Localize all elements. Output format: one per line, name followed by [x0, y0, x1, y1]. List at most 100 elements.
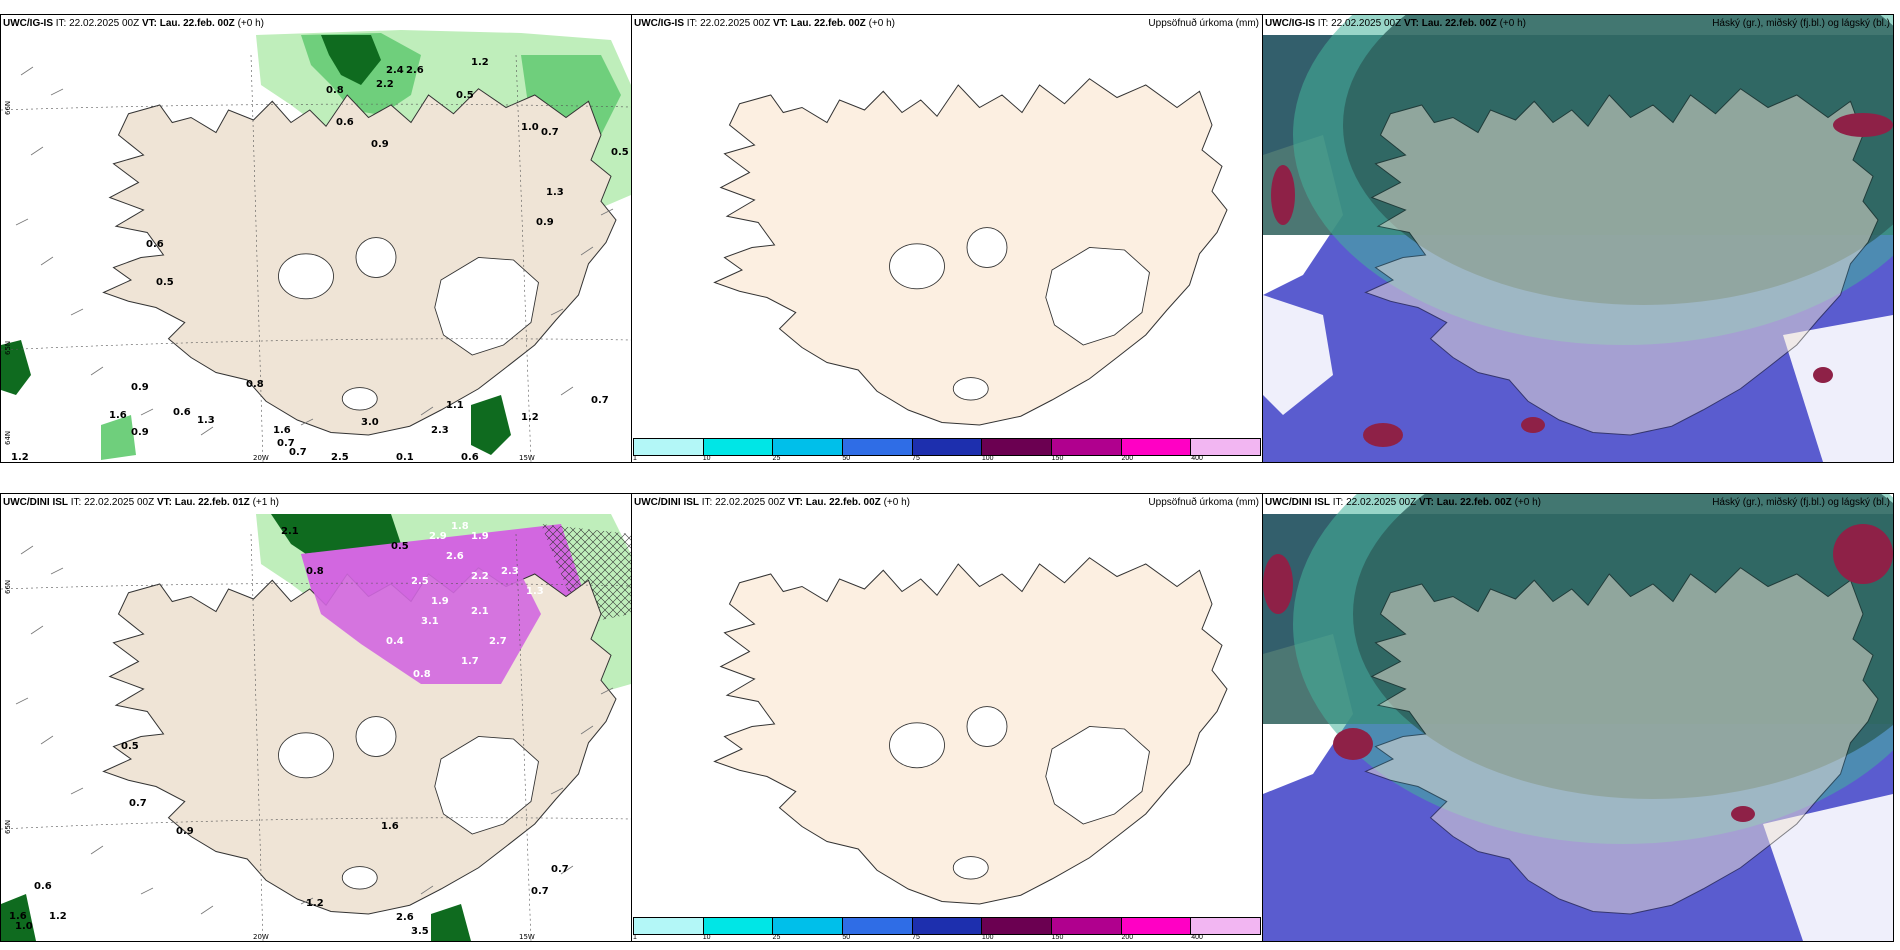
precip-value: 0.7: [551, 864, 569, 875]
issue-time: 22.02.2025 00Z: [715, 497, 786, 508]
precip-value: 0.5: [611, 147, 629, 158]
model-name: UWC/DINI ISL: [3, 497, 68, 508]
precip-wind-map[interactable]: 66N 65N 64N 20W 15W 2.4 2.6 2.2 0.8 0.6 …: [1, 15, 631, 462]
legend-tick: 50: [842, 934, 851, 941]
precip-value: 3.1: [421, 616, 439, 627]
panel-top-right-clouds: UWC/IG-IS IT: 22.02.2025 00Z VT: Lau. 22…: [1262, 14, 1894, 463]
legend-swatch: [772, 439, 843, 455]
precip-value: 1.3: [546, 187, 564, 198]
precip-value: 1.1: [446, 400, 464, 411]
legend-swatch: [842, 918, 912, 934]
legend-swatch: [1190, 439, 1261, 455]
legend-swatch: [911, 918, 982, 934]
lat-label: 64N: [4, 431, 12, 445]
precip-value: 1.2: [49, 911, 67, 922]
legend-swatch: [1051, 918, 1121, 934]
legend-tick: 1: [633, 934, 637, 941]
legend-swatch: [702, 918, 773, 934]
lat-label: 66N: [4, 580, 12, 594]
precip-value: 3.0: [361, 417, 379, 428]
legend-tick: 1: [633, 455, 637, 462]
panel-bottom-middle-accum-precip: UWC/DINI ISL IT: 22.02.2025 00Z VT: Lau.…: [631, 493, 1263, 942]
lat-label: 66N: [4, 101, 12, 115]
legend-tick: 75: [912, 934, 920, 941]
legend-tick: 25: [772, 934, 781, 941]
precip-value: 0.9: [536, 217, 554, 228]
accum-precip-map[interactable]: [632, 494, 1262, 914]
lat-label: 65N: [4, 820, 12, 834]
legend-swatch: [981, 439, 1052, 455]
precip-value: 0.5: [456, 90, 474, 101]
precip-value: 1.2: [11, 452, 29, 462]
precip-value: 2.9: [429, 531, 447, 542]
lead-time: (+0 h): [1514, 497, 1541, 508]
legend-tick: 100: [981, 455, 994, 462]
precip-value: 0.8: [306, 566, 324, 577]
legend-ticks: 1 10 25 50 75 100 150 200 400: [633, 455, 1261, 462]
panel-bottom-left-precip-wind: UWC/DINI ISL IT: 22.02.2025 00Z VT: Lau.…: [0, 493, 632, 942]
legend-ticks: 1 10 25 50 75 100 150 200 400: [633, 934, 1261, 941]
precip-value: 0.7: [541, 127, 559, 138]
precip-value: 1.6: [273, 425, 291, 436]
valid-time: Lau. 22.feb. 00Z: [805, 497, 881, 508]
precip-value: 2.5: [331, 452, 349, 462]
legend-swatch: [1051, 439, 1121, 455]
precip-value: 1.8: [451, 521, 469, 532]
legend-swatch: [911, 439, 982, 455]
precip-value: 1.3: [197, 415, 215, 426]
precip-value: 0.9: [371, 139, 389, 150]
precip-value: 2.1: [471, 606, 489, 617]
map-title: Uppsöfnuð úrkoma (mm): [1148, 18, 1259, 29]
issue-time: 22.02.2025 00Z: [700, 18, 771, 29]
legend-swatch: [634, 439, 703, 455]
legend-tick: 400: [1191, 455, 1203, 462]
legend-swatch: [634, 918, 703, 934]
lat-label: 65N: [4, 341, 12, 355]
issue-time: 22.02.2025 00Z: [84, 497, 155, 508]
legend-tick: 150: [1051, 455, 1064, 462]
legend-tick: 200: [1121, 455, 1134, 462]
lon-label: 15W: [519, 454, 535, 462]
precip-value: 1.6: [381, 821, 399, 832]
model-name: UWC/DINI ISL: [634, 497, 699, 508]
issue-time: 22.02.2025 00Z: [1331, 18, 1402, 29]
issue-time: 22.02.2025 00Z: [69, 18, 140, 29]
it-prefix: IT:: [1332, 497, 1344, 508]
precip-value: 0.5: [391, 541, 409, 552]
precip-value: 1.0: [15, 921, 33, 932]
lead-time: (+1 h): [252, 497, 279, 508]
precip-value: 0.8: [413, 669, 431, 680]
precip-value: 0.7: [129, 798, 147, 809]
issue-time: 22.02.2025 00Z: [1346, 497, 1417, 508]
precip-value: 0.9: [176, 826, 194, 837]
precip-value: 0.9: [131, 382, 149, 393]
map-title: Uppsöfnuð úrkoma (mm): [1148, 497, 1259, 508]
valid-time: Lau. 22.feb. 00Z: [159, 18, 235, 29]
precip-value: 2.6: [396, 912, 414, 923]
precip-value: 0.9: [131, 427, 149, 438]
precip-wind-map[interactable]: 66N 65N 20W 15W 2.1 1.8 2.9 1.9 2.6 2.2 …: [1, 494, 631, 941]
precip-value: 2.3: [501, 566, 519, 577]
valid-time: Lau. 22.feb. 01Z: [174, 497, 250, 508]
vt-prefix: VT:: [787, 497, 803, 508]
cloud-cover-map[interactable]: [1263, 15, 1893, 462]
precip-value: 1.2: [471, 57, 489, 68]
lon-label: 20W: [253, 933, 269, 941]
precip-value: 1.9: [471, 531, 489, 542]
lead-time: (+0 h): [868, 18, 895, 29]
precip-value: 1.6: [109, 410, 127, 421]
valid-time: Lau. 22.feb. 00Z: [790, 18, 866, 29]
precip-value: 0.8: [246, 379, 264, 390]
legend-swatch: [702, 439, 773, 455]
lead-time: (+0 h): [1499, 18, 1526, 29]
panel-header: UWC/DINI ISL IT: 22.02.2025 00Z VT: Lau.…: [3, 497, 628, 509]
legend-tick: 400: [1191, 934, 1203, 941]
accum-precip-map[interactable]: [632, 15, 1262, 435]
legend-swatches: [633, 917, 1261, 935]
cloud-cover-map[interactable]: [1263, 494, 1893, 941]
precip-legend: 1 10 25 50 75 100 150 200 400: [632, 915, 1262, 941]
precip-value: 0.6: [173, 407, 191, 418]
precip-value: 2.7: [489, 636, 507, 647]
model-name: UWC/IG-IS: [1265, 18, 1315, 29]
precip-value: 2.2: [471, 571, 489, 582]
